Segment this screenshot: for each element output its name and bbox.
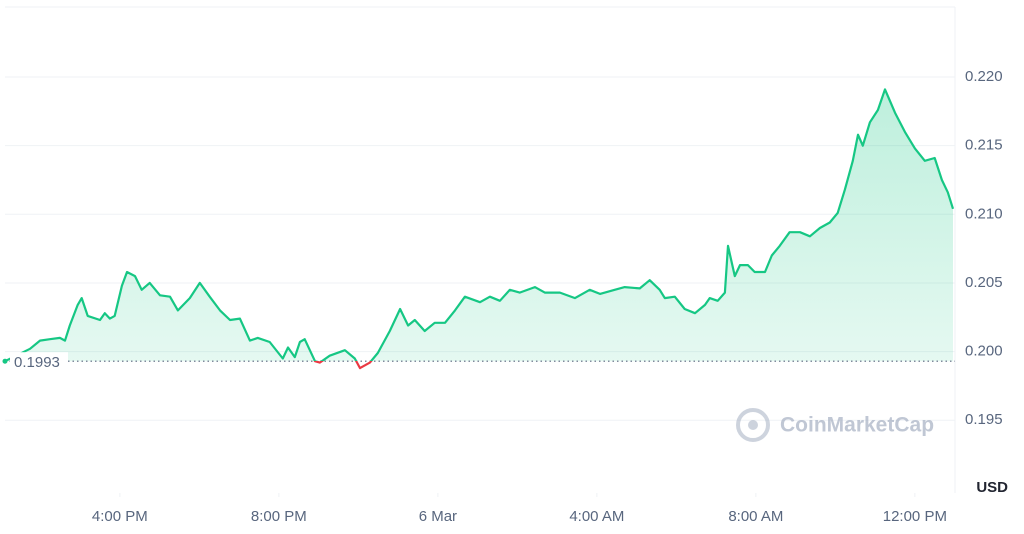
- price-area: [5, 89, 953, 362]
- baseline-dot: [2, 358, 8, 364]
- x-tick-label: 6 Mar: [419, 508, 457, 525]
- y-tick-label: 0.205: [965, 274, 1003, 291]
- x-tick-label: 4:00 PM: [92, 508, 148, 525]
- baseline-label: 0.1993: [14, 354, 60, 371]
- x-tick-label: 8:00 AM: [728, 508, 783, 525]
- x-tick-label: 8:00 PM: [251, 508, 307, 525]
- y-tick-label: 0.195: [965, 411, 1003, 428]
- watermark-logo: [736, 408, 770, 442]
- baseline-label-bg: [10, 352, 68, 371]
- y-tick-label: 0.220: [965, 68, 1003, 85]
- x-tick-label: 4:00 AM: [569, 508, 624, 525]
- y-axis-label: USD: [976, 479, 1008, 496]
- price-line: [4, 88, 955, 370]
- plot: 0.1993: [2, 88, 955, 371]
- y-tick-label: 0.200: [965, 343, 1003, 360]
- x-tick-label: 12:00 PM: [883, 508, 947, 525]
- watermark: CoinMarketCap: [780, 414, 934, 437]
- y-tick-label: 0.210: [965, 205, 1003, 222]
- y-tick-label: 0.215: [965, 137, 1003, 154]
